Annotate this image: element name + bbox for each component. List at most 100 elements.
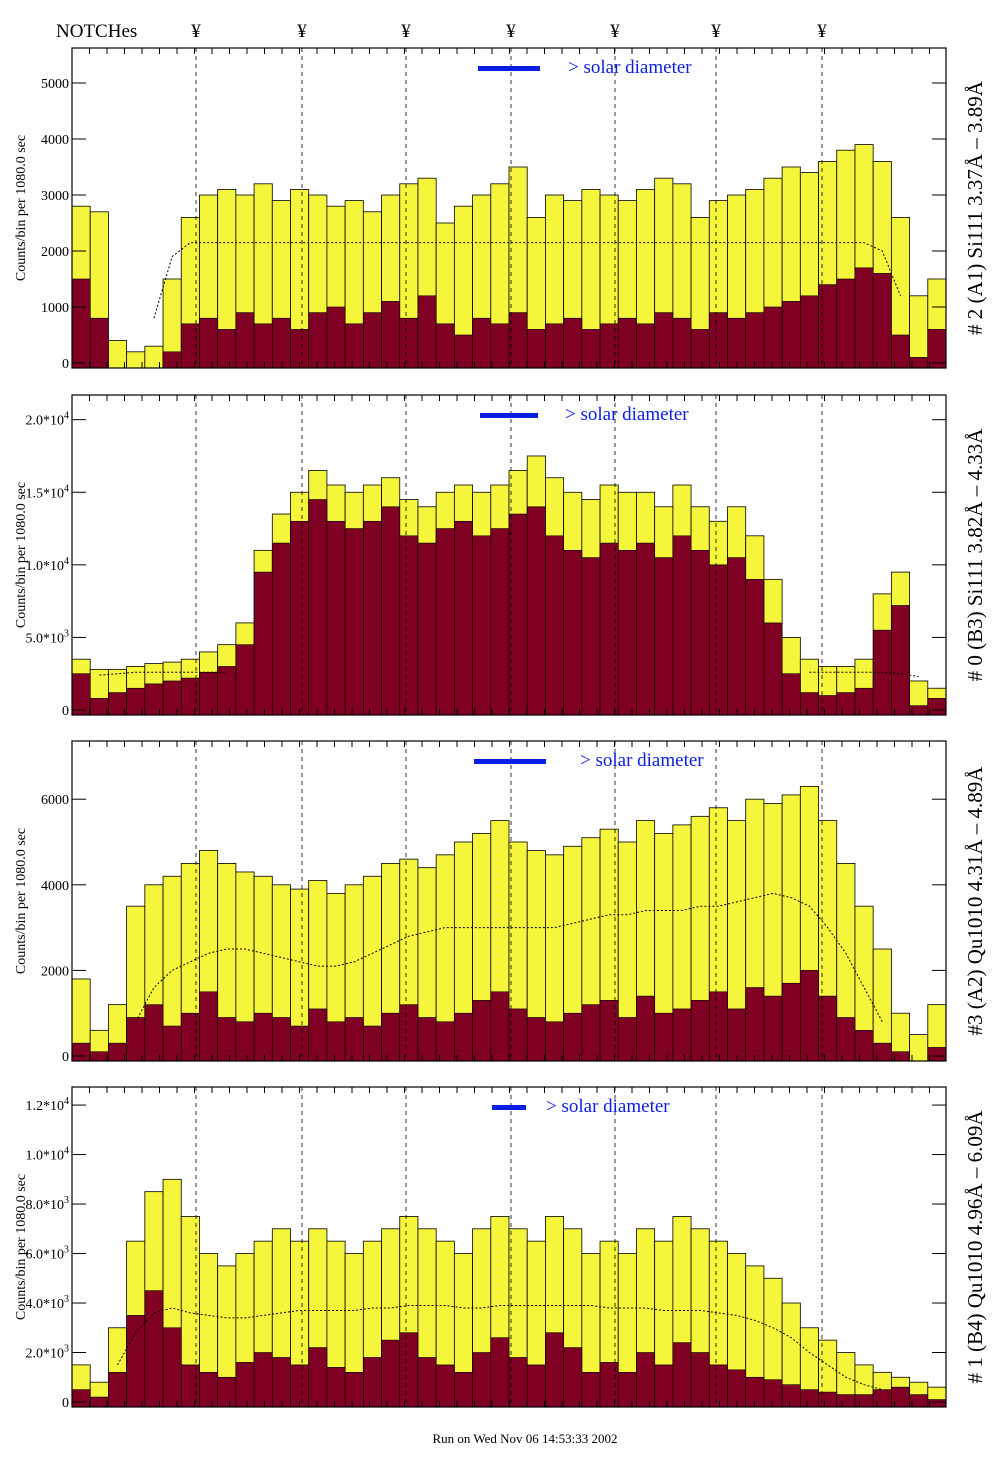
component-bar <box>326 520 346 716</box>
component-bar <box>326 1021 346 1062</box>
component-bar <box>435 1021 455 1062</box>
component-bar <box>563 1347 583 1408</box>
component-bar <box>927 1047 947 1062</box>
y-tick-label: 1000 <box>41 301 69 316</box>
component-bar <box>854 1030 874 1062</box>
component-bar <box>818 695 838 716</box>
component-bar <box>654 1012 674 1062</box>
component-bar <box>381 1339 401 1408</box>
component-bar <box>545 323 564 369</box>
component-bar <box>617 550 637 716</box>
component-bar <box>253 571 273 716</box>
y-axis-label: Counts/bin per 1080.0 sec <box>14 828 29 974</box>
notch-marker-2: ¥ <box>401 21 411 42</box>
component-bar <box>636 1352 655 1408</box>
component-bar <box>344 1372 364 1408</box>
component-bar <box>399 1004 419 1062</box>
y-axis-label: Counts/bin per 1080.0 sec <box>14 1174 29 1320</box>
component-bar <box>763 1379 783 1408</box>
panel-title: #3 (A2) Qu1010 4.31Å – 4.89Å <box>963 766 987 1036</box>
component-bar <box>526 1017 546 1062</box>
y-tick-label: 1.0*104 <box>26 556 70 574</box>
y-tick-label: 2.0*104 <box>26 411 70 429</box>
notch-marker-5: ¥ <box>711 21 721 42</box>
component-bar <box>927 698 947 716</box>
component-bar <box>180 1012 200 1062</box>
component-bar <box>490 528 510 716</box>
component-bar <box>727 317 747 369</box>
component-bar <box>927 1399 947 1408</box>
component-bar <box>235 1362 255 1408</box>
component-bar <box>781 982 801 1062</box>
component-bar <box>508 1008 528 1062</box>
component-bar <box>818 1391 838 1408</box>
component-bar <box>508 513 528 716</box>
component-bar <box>836 692 856 716</box>
component-bar <box>745 312 765 369</box>
y-tick-label: 3000 <box>41 189 69 204</box>
component-bar <box>308 1347 328 1408</box>
y-axis-label: Counts/bin per 1080.0 sec <box>14 135 29 281</box>
mean-line <box>135 892 883 1022</box>
y-tick-label: 2000 <box>41 964 69 979</box>
mean-line <box>99 671 919 678</box>
component-bar <box>836 1017 856 1062</box>
component-bar <box>763 306 783 369</box>
component-bar <box>308 312 328 369</box>
component-bar <box>727 557 747 716</box>
component-bar <box>235 1021 255 1062</box>
component-bar <box>690 1352 710 1408</box>
legend-text: > solar diameter <box>568 57 692 78</box>
component-bar <box>472 317 492 369</box>
component-bar <box>563 317 583 369</box>
component-bar <box>672 317 692 369</box>
component-bar <box>417 1357 437 1408</box>
component-bar <box>308 499 328 716</box>
component-bar <box>708 991 728 1062</box>
component-bar <box>290 1364 310 1408</box>
component-bar <box>126 1315 146 1408</box>
component-bar <box>363 520 382 716</box>
component-bar <box>781 301 801 369</box>
component-bar <box>363 312 382 369</box>
component-bar <box>271 1017 291 1062</box>
component-bar <box>708 312 728 369</box>
component-bar <box>800 692 819 716</box>
y-axis-label: Counts/bin per 1080.0 sec <box>14 482 29 628</box>
component-bar <box>326 1367 346 1408</box>
component-bar <box>563 550 583 716</box>
component-bar <box>854 1394 874 1408</box>
component-bar <box>599 542 619 716</box>
component-bar <box>89 1396 109 1408</box>
component-bar <box>490 323 510 369</box>
component-bar <box>617 1017 637 1062</box>
component-bar <box>745 579 765 716</box>
component-bar <box>126 1017 146 1062</box>
y-tick-label: 0 <box>62 1396 69 1411</box>
component-bar <box>71 1389 91 1408</box>
component-bar <box>344 1017 364 1062</box>
component-bar <box>89 1051 109 1062</box>
y-tick-label: 1.5*104 <box>26 483 70 501</box>
component-bar <box>636 323 655 369</box>
component-bar <box>217 1017 237 1062</box>
component-bar <box>89 317 109 369</box>
component-bar <box>217 329 237 369</box>
component-bar <box>344 323 364 369</box>
component-bar <box>818 995 838 1062</box>
solar-diameter-bar <box>480 413 538 418</box>
component-bar <box>872 273 892 369</box>
notch-marker-0: ¥ <box>191 21 201 42</box>
y-tick-label: 6.0*103 <box>26 1245 70 1263</box>
component-bar <box>563 1012 583 1062</box>
y-tick-label: 1.2*104 <box>26 1096 70 1114</box>
component-bar <box>872 1042 892 1062</box>
component-bar <box>836 278 856 369</box>
component-bar <box>763 995 783 1062</box>
component-bar <box>271 317 291 369</box>
notch-marker-3: ¥ <box>506 21 516 42</box>
component-bar <box>89 698 109 716</box>
component-bar <box>417 295 437 369</box>
component-bar <box>654 312 674 369</box>
